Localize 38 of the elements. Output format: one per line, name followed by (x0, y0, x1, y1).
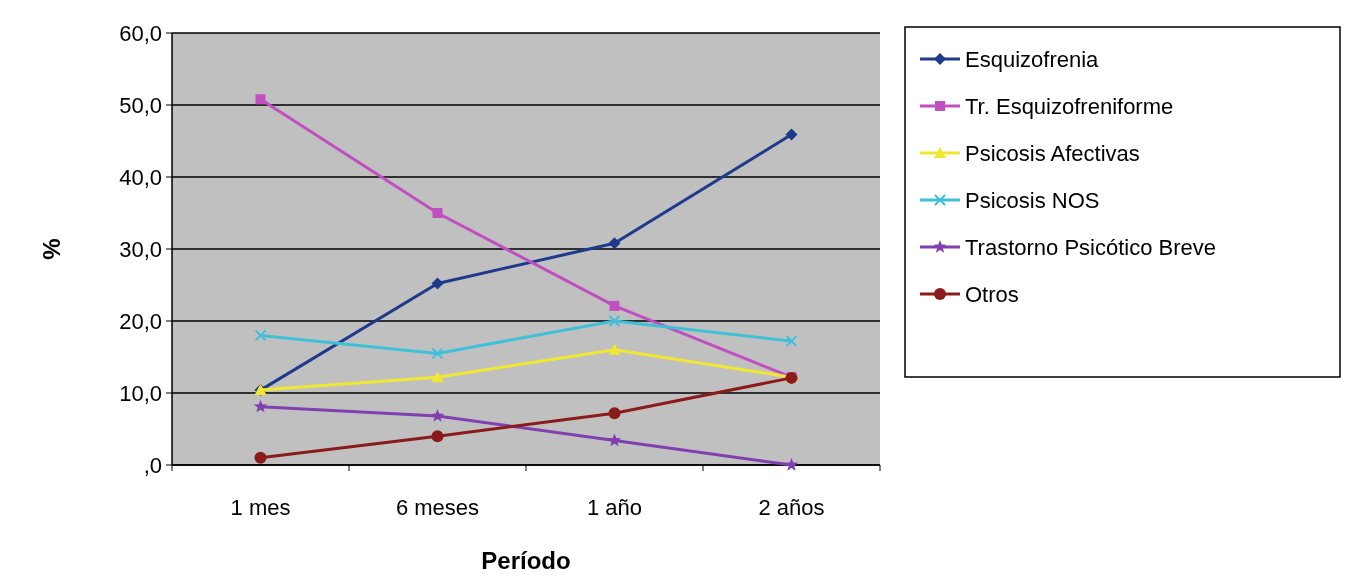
point (431, 430, 444, 443)
y-tick-label: 40,0 (119, 164, 162, 190)
point (784, 458, 799, 471)
point (431, 371, 444, 383)
point (607, 433, 622, 447)
legend-label: Psicosis Afectivas (965, 140, 1140, 166)
point (608, 407, 621, 420)
y-tick-label: 30,0 (119, 236, 162, 262)
legend-label: Trastorno Psicótico Breve (965, 234, 1217, 260)
point (608, 343, 621, 355)
x-tick-label: 2 años (758, 495, 825, 520)
x-tick-label: 1 mes (230, 495, 291, 520)
point (785, 335, 798, 348)
legend-label: Otros (965, 281, 1019, 307)
point (432, 208, 443, 218)
legend-label: Esquizofrenia (965, 46, 1100, 72)
point (255, 94, 266, 105)
point (609, 300, 620, 311)
point (431, 347, 444, 360)
y-axis-title: % (38, 238, 65, 260)
point (254, 329, 267, 342)
point (608, 315, 621, 327)
point (430, 409, 445, 422)
x-axis-title: Período (481, 547, 571, 574)
y-tick-label: 10,0 (119, 380, 162, 406)
point (608, 237, 621, 250)
x-tick-label: 6 meses (395, 495, 480, 520)
y-tick-label: 50,0 (119, 92, 162, 118)
point (431, 277, 444, 290)
y-tick-label: ,0 (143, 452, 162, 478)
point (785, 128, 798, 141)
legend-label: Psicosis NOS (965, 187, 1100, 213)
x-tick-label: 1 año (586, 495, 643, 520)
point (254, 451, 267, 464)
legend-label: Tr. Esquizofreniforme (965, 93, 1174, 119)
point (253, 399, 268, 413)
y-tick-label: 20,0 (119, 308, 162, 334)
y-tick-label: 60,0 (119, 20, 162, 46)
